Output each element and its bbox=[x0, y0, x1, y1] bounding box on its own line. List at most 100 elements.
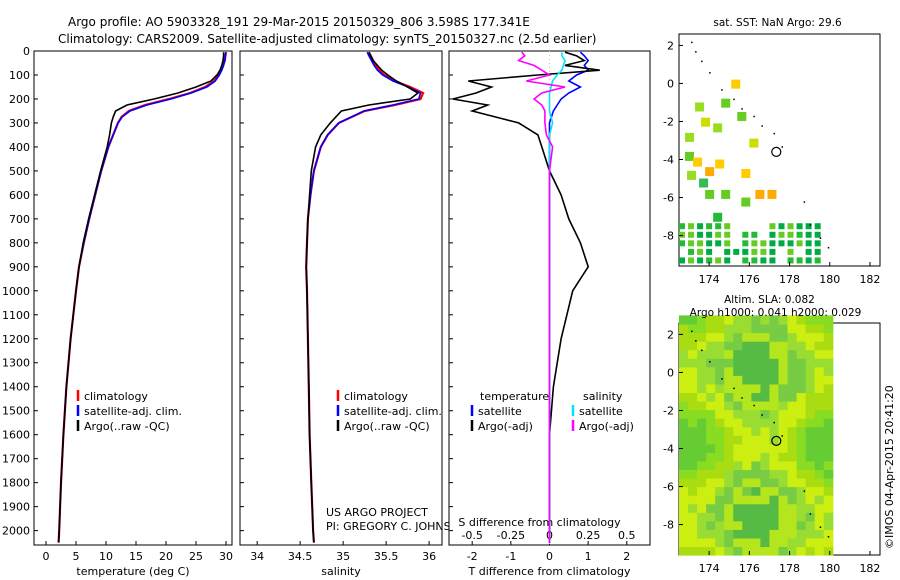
sst-cell bbox=[814, 240, 821, 247]
sla-cell bbox=[733, 443, 743, 453]
sla-cell bbox=[751, 512, 762, 522]
sla-cell bbox=[697, 349, 707, 359]
sla-cell bbox=[679, 477, 689, 488]
sla-cell bbox=[796, 332, 807, 342]
sla-cell bbox=[724, 486, 734, 496]
sla-cell bbox=[706, 349, 716, 359]
sla-cell bbox=[679, 520, 689, 530]
x-tick-label: 10 bbox=[99, 550, 113, 563]
map-title: Altim. SLA: 0.082 bbox=[724, 294, 815, 306]
sla-cell bbox=[787, 529, 798, 539]
legend-group-title: salinity bbox=[583, 390, 623, 403]
sst-cell bbox=[805, 231, 812, 238]
map-x-tick-label: 178 bbox=[779, 273, 800, 286]
sla-cell bbox=[778, 537, 789, 548]
sst-cell bbox=[695, 102, 705, 112]
sla-cell bbox=[733, 375, 743, 385]
sla-cell bbox=[814, 383, 825, 394]
sla-cell bbox=[760, 503, 771, 513]
sst-cell bbox=[713, 212, 723, 222]
sst-cell bbox=[701, 117, 711, 127]
sla-cell bbox=[733, 435, 743, 445]
sla-cell bbox=[823, 460, 834, 471]
sla-cell bbox=[679, 332, 689, 342]
sla-cell bbox=[733, 477, 743, 488]
sla-cell bbox=[796, 383, 807, 394]
sla-cell bbox=[706, 358, 716, 368]
sla-cell bbox=[697, 546, 707, 556]
map-y-tick-label: -4 bbox=[663, 443, 674, 456]
sla-cell bbox=[787, 469, 798, 479]
sla-cell bbox=[706, 392, 716, 402]
sla-cell bbox=[724, 503, 734, 513]
sla-cell bbox=[823, 537, 834, 548]
x-tick-label: 34 bbox=[250, 550, 264, 563]
sla-cell bbox=[823, 323, 834, 334]
sla-cell bbox=[679, 375, 689, 385]
sla-cell bbox=[769, 486, 780, 496]
sst-cell bbox=[805, 240, 812, 247]
sla-cell bbox=[769, 529, 780, 539]
sla-cell bbox=[688, 512, 698, 522]
sla-cell bbox=[814, 512, 825, 522]
sla-cell bbox=[715, 426, 725, 436]
sla-cell bbox=[778, 460, 789, 471]
sla-cell bbox=[823, 332, 834, 342]
sst-cell bbox=[814, 223, 821, 230]
sla-cell bbox=[724, 349, 734, 359]
sla-cell bbox=[823, 349, 834, 359]
sla-cell bbox=[724, 460, 734, 471]
sla-cell bbox=[751, 418, 762, 428]
sla-cell bbox=[751, 341, 762, 351]
depth-tick-label: 1400 bbox=[2, 381, 30, 394]
sla-cell bbox=[787, 358, 798, 368]
sla-cell bbox=[733, 460, 743, 471]
sla-cell bbox=[823, 503, 834, 513]
sla-cell bbox=[823, 495, 834, 505]
sla-cell bbox=[733, 529, 743, 539]
sla-cell bbox=[715, 469, 725, 479]
sla-cell bbox=[742, 426, 752, 436]
sla-cell bbox=[751, 520, 762, 530]
sla-cell bbox=[805, 341, 816, 351]
sst-cell bbox=[814, 248, 821, 255]
sla-cell bbox=[724, 341, 734, 351]
sla-cell bbox=[697, 400, 707, 411]
sla-cell bbox=[814, 315, 825, 325]
sla-cell bbox=[733, 418, 743, 428]
sla-cell bbox=[697, 323, 707, 334]
sla-cell bbox=[706, 486, 716, 496]
sla-cell bbox=[679, 435, 689, 445]
sla-cell bbox=[724, 383, 734, 394]
sla-cell bbox=[805, 392, 816, 402]
sla-cell bbox=[760, 529, 771, 539]
sla-cell bbox=[814, 366, 825, 376]
sla-cell bbox=[778, 486, 789, 496]
x-tick-label: 0 bbox=[43, 550, 50, 563]
sla-cell bbox=[814, 375, 825, 385]
sla-cell bbox=[787, 366, 798, 376]
x-tick-label: -1 bbox=[505, 550, 516, 563]
sla-cell bbox=[715, 358, 725, 368]
sla-cell bbox=[706, 477, 716, 488]
sst-cell bbox=[751, 231, 758, 238]
sla-cell bbox=[787, 400, 798, 411]
sla-cell bbox=[742, 392, 752, 402]
sla-cell bbox=[769, 443, 780, 453]
sla-cell bbox=[733, 349, 743, 359]
profile-panels: 0100200300400500600700800900100011001200… bbox=[2, 45, 651, 578]
sla-cell bbox=[787, 349, 798, 359]
sst-cell bbox=[706, 223, 713, 230]
sla-cell bbox=[805, 469, 816, 479]
sst-cell bbox=[805, 223, 812, 230]
sla-cell bbox=[724, 418, 734, 428]
sla-cell bbox=[688, 400, 698, 411]
island-dot bbox=[701, 349, 703, 352]
map-x-tick-label: 182 bbox=[859, 273, 880, 286]
sla-cell bbox=[742, 529, 752, 539]
map-y-tick-label: 0 bbox=[667, 77, 674, 90]
map-y-tick-label: -6 bbox=[663, 481, 674, 494]
sst-cell bbox=[688, 248, 695, 255]
map-x-tick-label: 182 bbox=[859, 562, 880, 575]
legend-label: Argo(-adj) bbox=[478, 420, 533, 433]
